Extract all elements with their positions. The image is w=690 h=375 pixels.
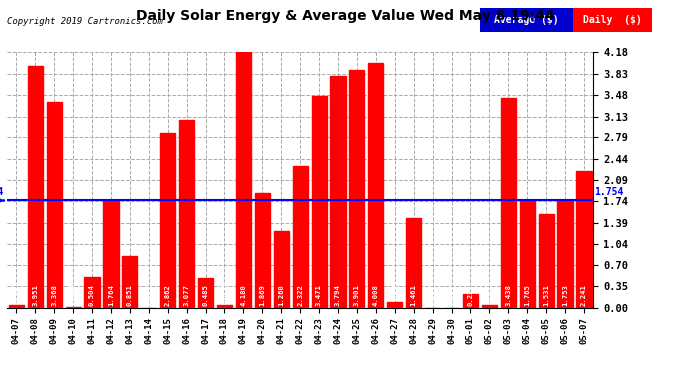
Text: 0.084: 0.084: [392, 279, 397, 300]
Text: 0.000: 0.000: [146, 284, 152, 306]
Text: 1.869: 1.869: [259, 284, 266, 306]
Text: 2.322: 2.322: [297, 284, 303, 306]
Text: 1.531: 1.531: [543, 284, 549, 306]
Text: 0.223: 0.223: [467, 284, 473, 306]
Text: 3.368: 3.368: [51, 284, 57, 306]
Text: 0.504: 0.504: [89, 284, 95, 306]
Bar: [501, 98, 516, 308]
Bar: [558, 201, 573, 308]
Text: 1.754: 1.754: [0, 187, 3, 197]
Bar: [66, 307, 81, 308]
Text: 3.077: 3.077: [184, 284, 190, 306]
Text: 3.438: 3.438: [505, 284, 511, 306]
Bar: [47, 102, 62, 308]
Bar: [463, 294, 478, 307]
Bar: [255, 194, 270, 308]
Bar: [160, 133, 175, 308]
Bar: [122, 256, 137, 308]
Text: 0.000: 0.000: [448, 284, 455, 306]
Text: Daily Solar Energy & Average Value Wed May 8 19:44: Daily Solar Energy & Average Value Wed M…: [136, 9, 554, 23]
Text: 1.753: 1.753: [562, 284, 568, 306]
Bar: [520, 200, 535, 308]
Text: 1.764: 1.764: [108, 284, 114, 306]
Bar: [482, 305, 497, 308]
Bar: [538, 214, 553, 308]
Text: 1.260: 1.260: [278, 284, 284, 306]
Bar: [9, 304, 24, 307]
Bar: [368, 63, 384, 308]
Bar: [406, 218, 421, 308]
Bar: [104, 200, 119, 308]
Text: Daily  ($): Daily ($): [583, 15, 642, 25]
Text: 1.461: 1.461: [411, 284, 417, 306]
Bar: [217, 305, 232, 308]
Bar: [179, 120, 194, 308]
Bar: [311, 96, 326, 308]
Bar: [28, 66, 43, 308]
Bar: [331, 76, 346, 308]
Text: 0.035: 0.035: [221, 282, 228, 303]
Text: Average ($): Average ($): [494, 15, 558, 25]
Bar: [274, 231, 289, 308]
Text: 0.851: 0.851: [127, 284, 133, 306]
Text: 0.047: 0.047: [13, 281, 19, 303]
Text: 1.765: 1.765: [524, 284, 530, 306]
Text: 2.241: 2.241: [581, 284, 587, 306]
Bar: [198, 278, 213, 308]
Text: 0.000: 0.000: [430, 284, 435, 306]
Bar: [349, 69, 364, 308]
Text: 3.901: 3.901: [354, 284, 360, 306]
Text: 3.471: 3.471: [316, 284, 322, 306]
Bar: [293, 166, 308, 308]
Text: 3.951: 3.951: [32, 284, 38, 306]
Text: Copyright 2019 Cartronics.com: Copyright 2019 Cartronics.com: [7, 17, 163, 26]
Text: 4.008: 4.008: [373, 284, 379, 306]
Text: 4.180: 4.180: [240, 284, 246, 306]
Bar: [387, 302, 402, 307]
Text: 2.862: 2.862: [165, 284, 170, 306]
Bar: [84, 277, 99, 308]
Bar: [576, 171, 591, 308]
Text: 3.794: 3.794: [335, 284, 341, 306]
Text: 0.015: 0.015: [70, 283, 76, 305]
Text: 1.754: 1.754: [594, 187, 624, 197]
Text: 0.485: 0.485: [203, 284, 208, 306]
Bar: [236, 53, 251, 308]
Text: 0.037: 0.037: [486, 282, 493, 303]
